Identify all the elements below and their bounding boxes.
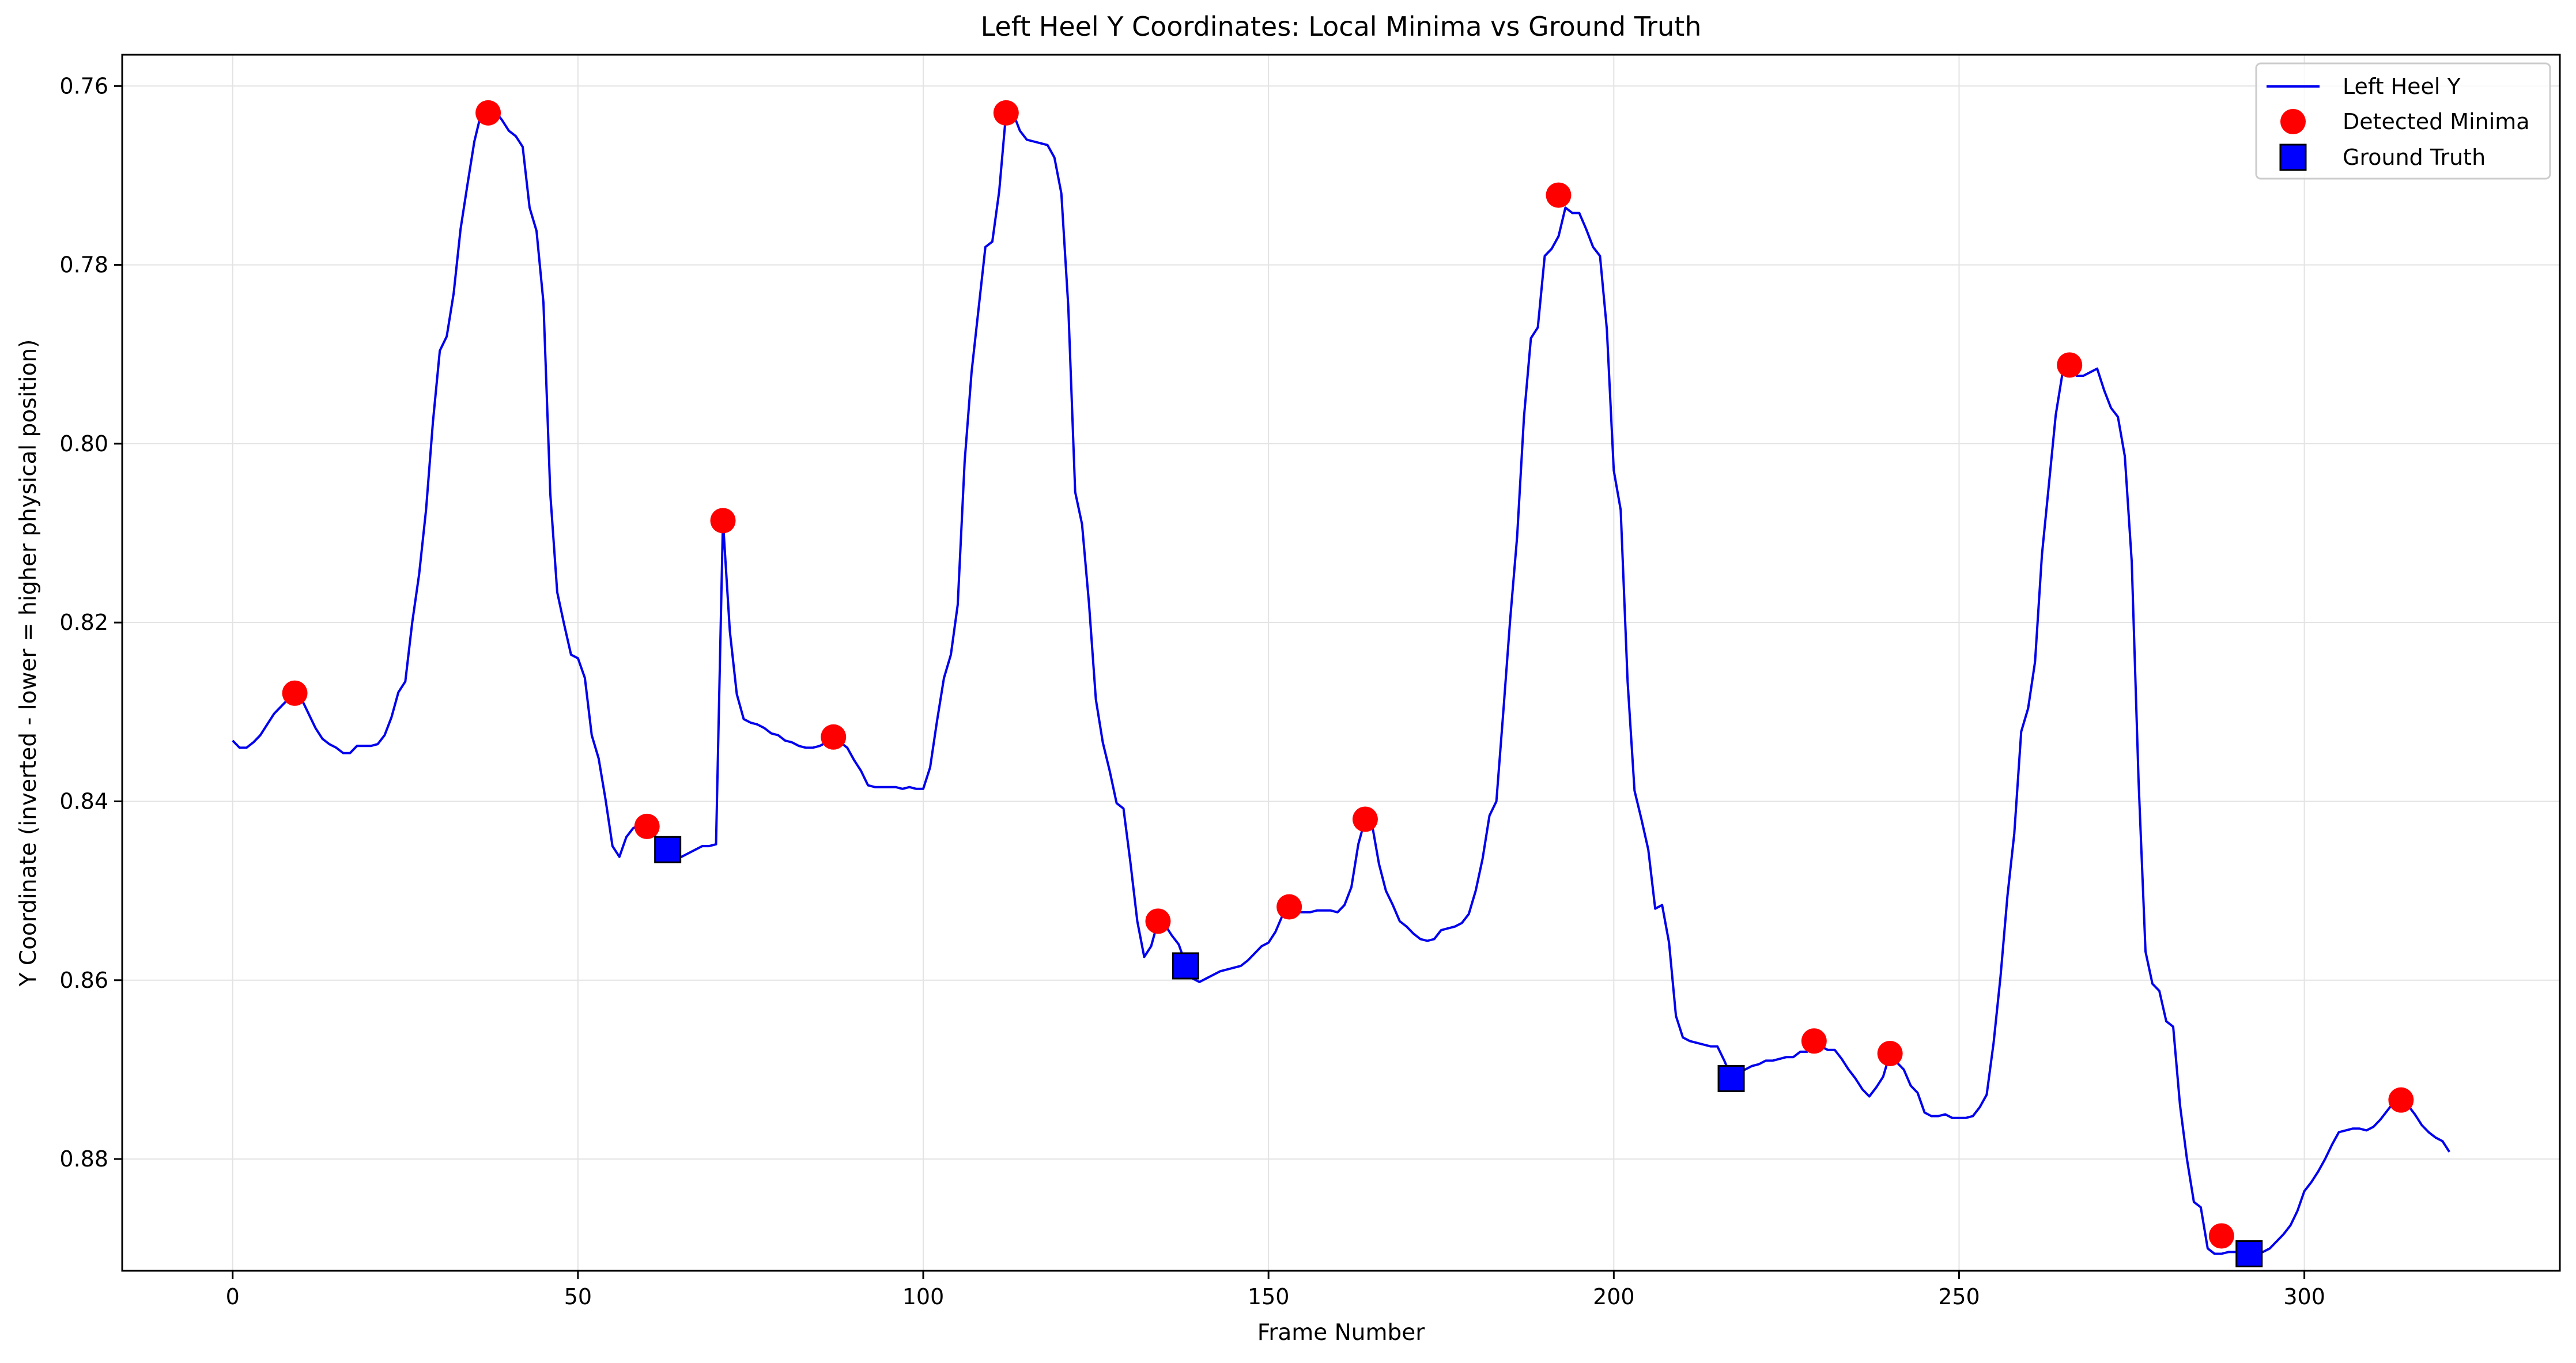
legend-circle-swatch <box>2280 109 2306 134</box>
detected-minimum-point <box>1352 806 1378 832</box>
grid <box>122 55 2560 1271</box>
ground-truth-point <box>2235 1240 2263 1268</box>
x-tick-label: 300 <box>2283 1284 2325 1309</box>
y-tick-label: 0.80 <box>59 431 108 456</box>
detected-minimum-point <box>2388 1087 2414 1113</box>
y-tick-label: 0.86 <box>59 968 108 993</box>
x-tick-label: 100 <box>902 1284 945 1309</box>
x-tick-label: 200 <box>1593 1284 1635 1309</box>
detected-minimum-point <box>1801 1028 1827 1054</box>
series-line-left-heel-y <box>232 110 2450 1255</box>
x-tick-label: 50 <box>564 1284 592 1309</box>
y-tick-label: 0.88 <box>59 1146 108 1172</box>
detected-minimum-point <box>1145 908 1171 934</box>
detected-minimum-point <box>821 724 847 750</box>
legend: Left Heel Y Detected Minima Ground Truth <box>2255 62 2551 180</box>
ground-truth-point <box>1172 952 1199 980</box>
chart-title: Left Heel Y Coordinates: Local Minima vs… <box>981 11 1702 42</box>
plot-lines <box>232 110 2450 1255</box>
detected-minimum-point <box>993 100 1019 126</box>
x-tick-label: 250 <box>1938 1284 1980 1309</box>
y-tick-label: 0.76 <box>59 73 108 99</box>
x-tick-label: 0 <box>226 1284 240 1309</box>
legend-label-left-heel-y: Left Heel Y <box>2343 74 2461 99</box>
detected-minimum-point <box>475 100 501 126</box>
plot-markers <box>282 100 2414 1268</box>
ticks: 0 50 100 150 200 250 300 0.76 0.78 0.80 0.82 0.84 0.… <box>59 73 2325 1309</box>
detected-minimum-point <box>710 508 736 534</box>
detected-minimum-point <box>282 680 308 706</box>
y-tick-label: 0.78 <box>59 252 108 278</box>
ground-truth-point <box>1717 1064 1745 1092</box>
x-axis-title: Frame Number <box>1257 1320 1426 1346</box>
legend-square-swatch <box>2279 144 2307 171</box>
y-tick-label: 0.82 <box>59 610 108 635</box>
legend-label-ground-truth: Ground Truth <box>2343 145 2486 170</box>
detected-minimum-point <box>2057 352 2083 378</box>
y-tick-label: 0.84 <box>59 788 108 814</box>
legend-box <box>2255 62 2551 180</box>
legend-label-detected-minima: Detected Minima <box>2343 109 2530 134</box>
ground-truth-point <box>654 836 682 863</box>
detected-minimum-point <box>1276 894 1302 920</box>
detected-minimum-point <box>1546 182 1572 208</box>
detected-minimum-point <box>1877 1040 1903 1066</box>
axes-frame <box>121 54 2561 1272</box>
detected-minimum-point <box>2208 1223 2234 1249</box>
y-axis-title: Y Coordinate (inverted - lower = higher … <box>16 339 41 987</box>
x-tick-label: 150 <box>1248 1284 1290 1309</box>
detected-minimum-point <box>634 813 660 839</box>
